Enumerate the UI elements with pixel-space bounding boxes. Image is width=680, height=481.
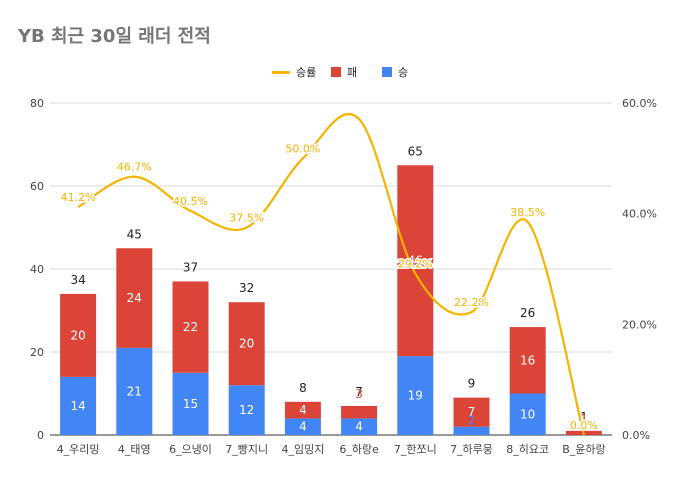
chart-title: YB 최근 30일 래더 전적 — [18, 26, 211, 47]
loss-value-label: 4 — [299, 403, 307, 417]
legend-item-loss: 패 — [331, 62, 357, 82]
loss-value-label: 3 — [355, 387, 363, 401]
winrate-label: 22.2% — [454, 296, 489, 309]
y2-tick-label: 20.0% — [622, 318, 657, 331]
win-value-label: 19 — [408, 389, 423, 403]
winrate-label: 50.0% — [285, 142, 320, 155]
loss-value-label: 16 — [520, 353, 535, 367]
bar-loss — [116, 248, 153, 348]
total-label: 45 — [127, 227, 142, 241]
total-label: 1 — [580, 410, 588, 424]
bar-loss — [453, 397, 490, 427]
x-tick-label: 7_빵지니 — [225, 443, 268, 456]
winrate-label: 38.5% — [510, 206, 545, 219]
legend-box-swatch — [331, 67, 341, 77]
bar-win — [341, 418, 378, 435]
loss-value-label: 22 — [183, 320, 198, 334]
total-label: 37 — [183, 260, 198, 274]
legend-item-win: 승 — [382, 62, 408, 82]
y2-tick-label: 60.0% — [622, 97, 657, 110]
bar-win — [453, 426, 490, 435]
total-label: 65 — [408, 144, 423, 158]
win-value-label: 10 — [520, 407, 535, 421]
legend-label-win: 승 — [398, 66, 409, 79]
loss-value-label: 1 — [580, 412, 588, 426]
bar-win — [228, 385, 265, 435]
bar-loss — [172, 281, 209, 373]
y-tick-label: 60 — [30, 180, 44, 193]
legend-label-winrate: 승률 — [296, 66, 317, 79]
loss-value-label: 20 — [70, 328, 85, 342]
bar-win — [60, 376, 97, 435]
bar-win — [116, 347, 153, 435]
y-tick-label: 0 — [37, 429, 44, 442]
x-tick-label: 6_으냉이 — [169, 443, 212, 456]
win-value-label: 21 — [127, 384, 142, 398]
bar-loss — [228, 302, 265, 386]
win-value-label: 12 — [239, 403, 254, 417]
bar-loss — [284, 401, 321, 419]
total-label: 26 — [520, 306, 535, 320]
total-label: 9 — [468, 377, 476, 391]
total-label: 34 — [70, 273, 85, 287]
bar-loss — [60, 293, 97, 377]
win-value-label: 15 — [183, 397, 198, 411]
x-tick-label: 4_우리밍 — [57, 443, 100, 456]
legend-box-swatch — [382, 67, 392, 77]
winrate-label: 0.0% — [570, 419, 598, 432]
total-label: 7 — [355, 385, 363, 399]
bar-win — [509, 393, 546, 435]
x-tick-label: 4_임밍지 — [281, 443, 324, 456]
bar-loss — [397, 165, 434, 357]
win-value-label: 4 — [355, 420, 363, 434]
x-tick-label: 8_히요코 — [506, 442, 549, 456]
loss-value-label: 7 — [468, 405, 476, 419]
bar-win — [172, 372, 209, 435]
winrate-label: 29.2% — [398, 257, 433, 270]
y2-tick-label: 0.0% — [622, 429, 650, 442]
x-tick-label: 6_하랑e — [339, 442, 379, 456]
winrate-label: 46.7% — [117, 161, 152, 174]
x-tick-label: B_윤하랑 — [562, 442, 605, 456]
x-tick-label: 7_하루뭉 — [450, 442, 493, 456]
bar-loss — [509, 327, 546, 394]
total-label: 8 — [299, 381, 307, 395]
bar-win — [284, 418, 321, 435]
winrate-label: 41.2% — [61, 191, 96, 204]
total-label: 32 — [239, 281, 254, 295]
loss-value-label: 24 — [127, 291, 142, 305]
win-value-label: 4 — [299, 420, 307, 434]
bar-win — [397, 356, 434, 435]
winrate-label: 37.5% — [229, 212, 264, 225]
y-tick-label: 80 — [30, 97, 44, 110]
legend-line-swatch — [272, 70, 290, 74]
winrate-line — [77, 112, 585, 436]
win-value-label: 14 — [70, 399, 85, 413]
legend-label-loss: 패 — [347, 66, 358, 79]
bar-loss — [341, 405, 378, 419]
win-value-label: 2 — [468, 414, 476, 428]
x-tick-label: 7_한쪼니 — [394, 443, 437, 456]
winrate-label: 40.5% — [173, 195, 208, 208]
legend-item-winrate: 승률 — [272, 62, 316, 82]
loss-value-label: 20 — [239, 337, 254, 351]
legend: 승률 패 승 — [0, 62, 680, 82]
y-tick-label: 20 — [30, 346, 44, 359]
y2-tick-label: 40.0% — [622, 208, 657, 221]
y-tick-label: 40 — [30, 263, 44, 276]
x-tick-label: 4_태영 — [118, 443, 151, 456]
